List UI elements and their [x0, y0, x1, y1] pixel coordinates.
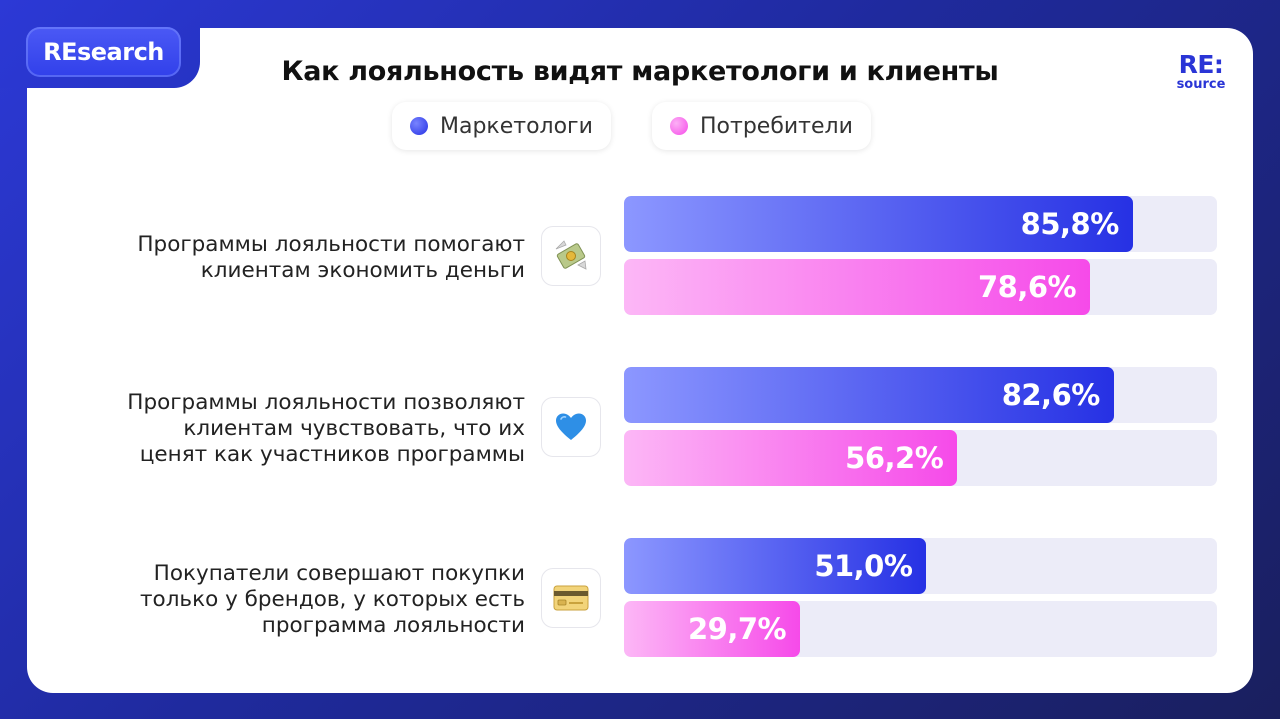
category-2-line-2: клиентам чувствовать, что их [183, 416, 525, 441]
logo-line-2: source [1176, 77, 1226, 92]
value-label-2-consumers: 56,2% [845, 441, 944, 475]
bar-1-consumers [624, 259, 1091, 315]
track-1-consumers: 78,6% [624, 259, 1217, 315]
bar-2-marketers [624, 367, 1114, 423]
legend-label-marketers: Маркетологи [440, 113, 593, 139]
legend-dot-consumers [670, 117, 688, 135]
category-3-line-2: только у брендов, у которых есть [140, 587, 525, 612]
money-with-wings-icon [541, 226, 601, 286]
category-label-3: Покупатели совершают покупки только у бр… [40, 561, 525, 639]
value-label-2-marketers: 82,6% [1001, 378, 1101, 412]
blue-heart-icon [541, 397, 601, 457]
category-1-line-2: клиентам экономить деньги [200, 258, 525, 283]
value-label-3-marketers: 51,0% [814, 549, 913, 583]
track-3-marketers: 51,0% [624, 538, 1217, 594]
category-2-line-1: Программы лояльности позволяют [127, 390, 525, 415]
resource-logo: RE: source [1168, 52, 1234, 92]
value-label-3-consumers: 29,7% [688, 612, 787, 646]
chart-title: Как лояльность видят маркетологи и клиен… [281, 56, 999, 87]
value-label-1-consumers: 78,6% [977, 270, 1077, 304]
credit-card-icon [541, 568, 601, 628]
track-2-consumers: 56,2% [624, 430, 1217, 486]
track-2-marketers: 82,6% [624, 367, 1217, 423]
research-badge: REsearch [26, 27, 181, 77]
category-2-line-3: ценят как участников программы [139, 442, 525, 467]
bar-3-consumers [624, 601, 801, 657]
bar-1-marketers [624, 196, 1133, 252]
bar-2-consumers [624, 430, 958, 486]
legend-label-consumers: Потребители [700, 113, 853, 139]
value-label-1-marketers: 85,8% [1020, 207, 1120, 241]
track-3-consumers: 29,7% [624, 601, 1217, 657]
track-1-marketers: 85,8% [624, 196, 1217, 252]
category-1-line-1: Программы лояльности помогают [137, 232, 525, 257]
category-label-1: Программы лояльности помогают клиентам э… [40, 232, 525, 284]
bar-3-marketers [624, 538, 927, 594]
legend-dot-marketers [410, 117, 428, 135]
logo-line-1: RE: [1178, 50, 1224, 79]
category-3-line-1: Покупатели совершают покупки [153, 561, 525, 586]
category-3-line-3: программа лояльности [261, 613, 525, 638]
legend-item-marketers: Маркетологи [392, 102, 611, 150]
category-label-2: Программы лояльности позволяют клиентам … [40, 390, 525, 468]
legend-item-consumers: Потребители [652, 102, 871, 150]
